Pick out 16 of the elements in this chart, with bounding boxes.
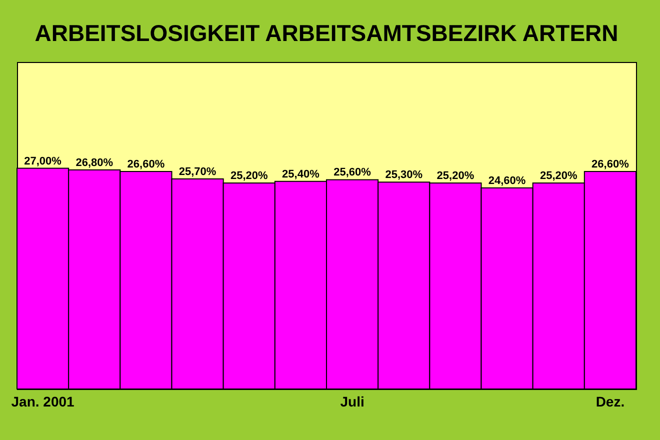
data-label: 24,60% <box>488 174 526 187</box>
data-label: 25,70% <box>178 166 216 178</box>
data-label: 25,40% <box>282 168 320 180</box>
x-tick-label: Juli <box>340 394 364 410</box>
data-label: 27,00% <box>24 155 62 168</box>
data-label: 26,60% <box>127 158 165 171</box>
x-tick-label: Jan. 2001 <box>11 394 75 410</box>
data-label: 25,20% <box>230 170 268 182</box>
data-label: 25,20% <box>436 170 474 182</box>
chart-title: ARBEITSLOSIGKEIT ARBEITSAMTSBEZIRK ARTERN <box>34 20 618 46</box>
data-label: 26,80% <box>76 156 114 169</box>
x-tick-label: Dez. <box>596 394 625 410</box>
data-label: 25,30% <box>385 169 423 182</box>
data-label: 25,20% <box>540 170 578 182</box>
data-label: 25,60% <box>334 166 372 179</box>
data-label: 26,60% <box>592 158 630 171</box>
